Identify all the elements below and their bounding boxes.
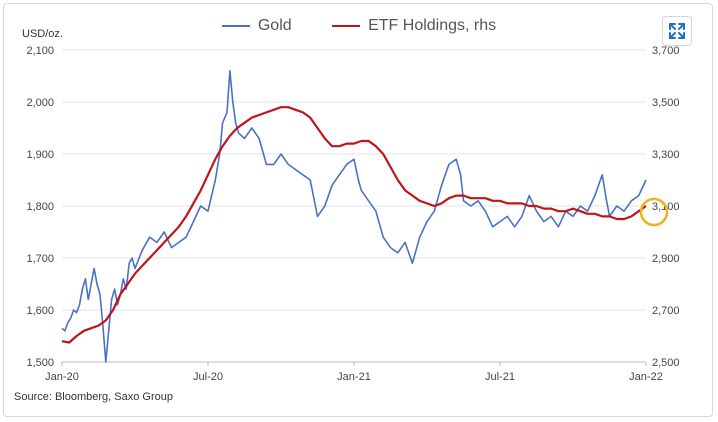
chart-card: [3, 3, 713, 417]
left-tick-label: 1,900: [26, 149, 54, 161]
legend-swatch-gold: [221, 25, 250, 27]
legend-label-gold: Gold: [257, 17, 292, 34]
right-tick-label: 2,500: [652, 357, 680, 369]
series-line-etf-holdings: [61, 106, 647, 344]
legend-swatch-etf: [332, 25, 361, 27]
left-tick-label: 1,500: [26, 357, 54, 369]
legend-item-etf: ETF Holdings, rhs: [332, 17, 496, 35]
left-axis-ticks: 1,500 1,600 1,700 1,800 1,900 2,000 2,100: [26, 45, 54, 369]
left-axis-unit: USD/oz.: [22, 28, 63, 40]
right-tick-label: 3,700: [652, 45, 680, 57]
left-tick-label: 2,100: [26, 45, 54, 57]
right-tick-label: 2,700: [652, 305, 680, 317]
x-tick-label: Jan-20: [45, 371, 79, 383]
legend: Gold ETF Holdings, rhs: [0, 14, 718, 35]
left-tick-label: 1,600: [26, 305, 54, 317]
right-tick-label: 2,900: [652, 253, 680, 265]
right-tick-label: 3,500: [652, 97, 680, 109]
legend-label-etf: ETF Holdings, rhs: [368, 17, 497, 34]
highlight-layer: [639, 197, 669, 227]
left-tick-label: 1,800: [26, 201, 54, 213]
x-axis-ticks: Jan-20 Jul-20 Jan-21 Jul-21 Jan-22: [45, 362, 663, 383]
highlight-circle: [639, 197, 669, 227]
legend-item-gold: Gold: [221, 17, 292, 35]
expand-button[interactable]: [662, 16, 692, 46]
expand-icon: [669, 23, 685, 39]
series-lines: [61, 70, 647, 363]
x-tick-label: Jul-20: [193, 371, 223, 383]
x-tick-label: Jul-21: [485, 371, 515, 383]
source-note: Source: Bloomberg, Saxo Group: [14, 391, 173, 403]
left-tick-label: 2,000: [26, 97, 54, 109]
x-tick-label: Jan-21: [337, 371, 371, 383]
x-tick-label: Jan-22: [629, 371, 663, 383]
series-line-gold: [61, 70, 647, 363]
right-tick-label: 3,300: [652, 149, 680, 161]
left-tick-label: 1,700: [26, 253, 54, 265]
grid: [62, 49, 646, 363]
